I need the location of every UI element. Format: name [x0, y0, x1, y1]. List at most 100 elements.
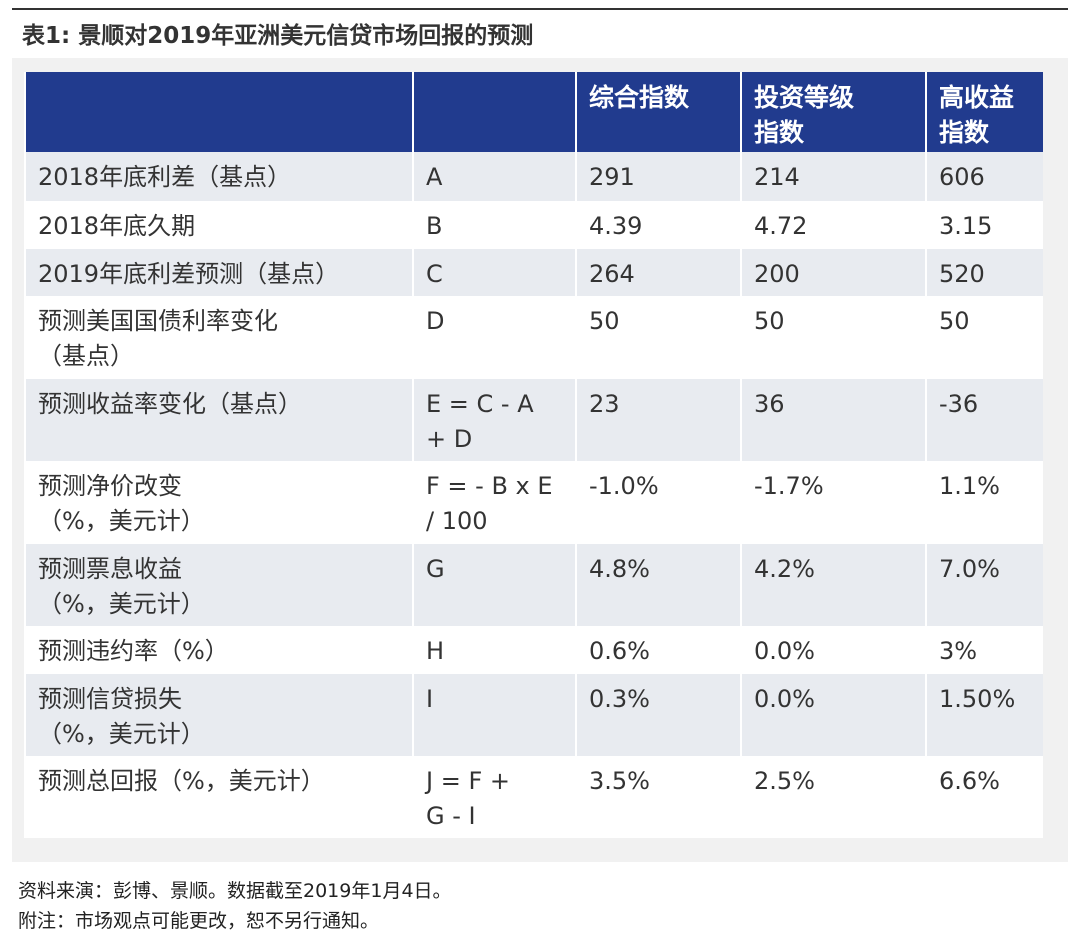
table-row: 预测信贷损失 （%，美元计） I 0.3% 0.0% 1.50% — [24, 674, 1043, 756]
table-row: 2018年底久期 B 4.39 4.72 3.15 — [24, 201, 1043, 249]
header-cell: 投资等级 指数 — [740, 72, 926, 152]
table-cell: -1.0% — [575, 461, 741, 544]
top-rule — [12, 8, 1068, 10]
table-row: 预测净价改变 （%，美元计） F = - B x E / 100 -1.0% -1.7% 1… — [24, 461, 1043, 544]
header-cell — [24, 72, 413, 152]
cell-line: G — [426, 555, 445, 583]
cell-line: 23 — [589, 390, 620, 418]
cell-line: J = F + — [426, 767, 510, 795]
cell-line: -36 — [939, 390, 979, 418]
table-row: 预测总回报（%，美元计） J = F + G - I 3.5% 2.5% 6.6% — [24, 756, 1043, 838]
table-row: 预测美国国债利率变化 （基点） D 50 50 50 — [24, 296, 1043, 379]
table-cell: 214 — [740, 152, 926, 201]
cell-line: 50 — [939, 307, 970, 335]
table-cell: 4.2% — [740, 544, 926, 626]
table-cell: 预测信贷损失 （%，美元计） — [24, 674, 413, 756]
cell-line: D — [426, 307, 445, 335]
table-cell: 606 — [925, 152, 1043, 201]
table-cell: 23 — [575, 379, 741, 461]
footnote: 资料来演：彭博、景顺。数据截至2019年1月4日。 — [18, 880, 452, 902]
table-cell: H — [412, 626, 576, 674]
table-cell: G — [412, 544, 576, 626]
cell-line: 264 — [589, 260, 635, 288]
cell-line: （%，美元计） — [38, 720, 205, 748]
table-cell: 1.1% — [925, 461, 1043, 544]
table-row: 预测违约率（%） H 0.6% 0.0% 3% — [24, 626, 1043, 674]
cell-line: 预测票息收益 — [38, 555, 182, 583]
table-cell: -1.7% — [740, 461, 926, 544]
table-cell: 0.3% — [575, 674, 741, 756]
table-row: 2018年底利差（基点） A 291 214 606 — [24, 152, 1043, 201]
table-cell: 预测美国国债利率变化 （基点） — [24, 296, 413, 379]
footnote: 附注：市场观点可能更改，恕不另行通知。 — [18, 910, 380, 932]
cell-line: 0.6% — [589, 637, 650, 665]
header-cell: 综合指数 — [575, 72, 741, 152]
table-cell: 0.6% — [575, 626, 741, 674]
table-cell: 520 — [925, 249, 1043, 296]
cell-line: 预测总回报（%，美元计） — [38, 767, 325, 795]
cell-line: 2018年底久期 — [38, 212, 196, 240]
header-cell — [412, 72, 576, 152]
cell-line: 预测收益率变化（基点） — [38, 390, 302, 418]
table-cell: C — [412, 249, 576, 296]
table-cell: 2018年底久期 — [24, 201, 413, 249]
cell-line: （基点） — [38, 342, 134, 370]
table-cell: 3.5% — [575, 756, 741, 838]
cell-line: F = - B x E — [426, 472, 553, 500]
cell-line: 4.72 — [754, 212, 808, 240]
table-cell: 4.39 — [575, 201, 741, 249]
table-cell: 1.50% — [925, 674, 1043, 756]
cell-line: 7.0% — [939, 555, 1000, 583]
table-cell: F = - B x E / 100 — [412, 461, 576, 544]
table-cell: 3% — [925, 626, 1043, 674]
table-cell: 预测收益率变化（基点） — [24, 379, 413, 461]
table-cell: 50 — [740, 296, 926, 379]
cell-line: G - I — [426, 802, 476, 830]
cell-line: 3.5% — [589, 767, 650, 795]
table-cell: 2019年底利差预测（基点） — [24, 249, 413, 296]
cell-line: 指数 — [754, 118, 805, 147]
cell-line: 50 — [589, 307, 620, 335]
table-cell: 6.6% — [925, 756, 1043, 838]
cell-line: 4.8% — [589, 555, 650, 583]
cell-line: 2.5% — [754, 767, 815, 795]
cell-line: （%，美元计） — [38, 590, 205, 618]
table-cell: 291 — [575, 152, 741, 201]
cell-line: 36 — [754, 390, 785, 418]
cell-line: 预测信贷损失 — [38, 685, 182, 713]
table-cell: 预测净价改变 （%，美元计） — [24, 461, 413, 544]
table-row: 预测收益率变化（基点） E = C - A + D 23 36 -36 — [24, 379, 1043, 461]
table-cell: D — [412, 296, 576, 379]
table-cell: I — [412, 674, 576, 756]
table-cell: 预测票息收益 （%，美元计） — [24, 544, 413, 626]
cell-line: 3.15 — [939, 212, 993, 240]
cell-line: / 100 — [426, 507, 488, 535]
cell-line: 4.39 — [589, 212, 643, 240]
cell-line: 291 — [589, 163, 635, 191]
cell-line: H — [426, 637, 445, 665]
forecast-table: 综合指数 投资等级 指数 高收益 指数 2018年底利差（基点） A 291 214 606 20… — [24, 72, 1043, 838]
header-row: 综合指数 投资等级 指数 高收益指数 — [24, 72, 1043, 152]
table-cell: -36 — [925, 379, 1043, 461]
table-title: 表1: 景顺对2019年亚洲美元信贷市场回报的预测 — [22, 23, 534, 49]
cell-line: 预测美国国债利率变化 — [38, 307, 278, 335]
cell-line: I — [426, 685, 434, 713]
cell-line: 3% — [939, 637, 978, 665]
table-cell: 2.5% — [740, 756, 926, 838]
cell-line: 520 — [939, 260, 985, 288]
cell-line: B — [426, 212, 443, 240]
table-cell: E = C - A + D — [412, 379, 576, 461]
table-cell: A — [412, 152, 576, 201]
table-cell: B — [412, 201, 576, 249]
table-cell: 0.0% — [740, 626, 926, 674]
cell-line: 6.6% — [939, 767, 1000, 795]
cell-line: 1.50% — [939, 685, 1016, 713]
table-cell: 3.15 — [925, 201, 1043, 249]
table-cell: 预测违约率（%） — [24, 626, 413, 674]
cell-line: 预测净价改变 — [38, 472, 182, 500]
cell-line: 高收益 — [939, 83, 1015, 112]
table-cell: 50 — [925, 296, 1043, 379]
table-cell: 2018年底利差（基点） — [24, 152, 413, 201]
table-cell: 36 — [740, 379, 926, 461]
